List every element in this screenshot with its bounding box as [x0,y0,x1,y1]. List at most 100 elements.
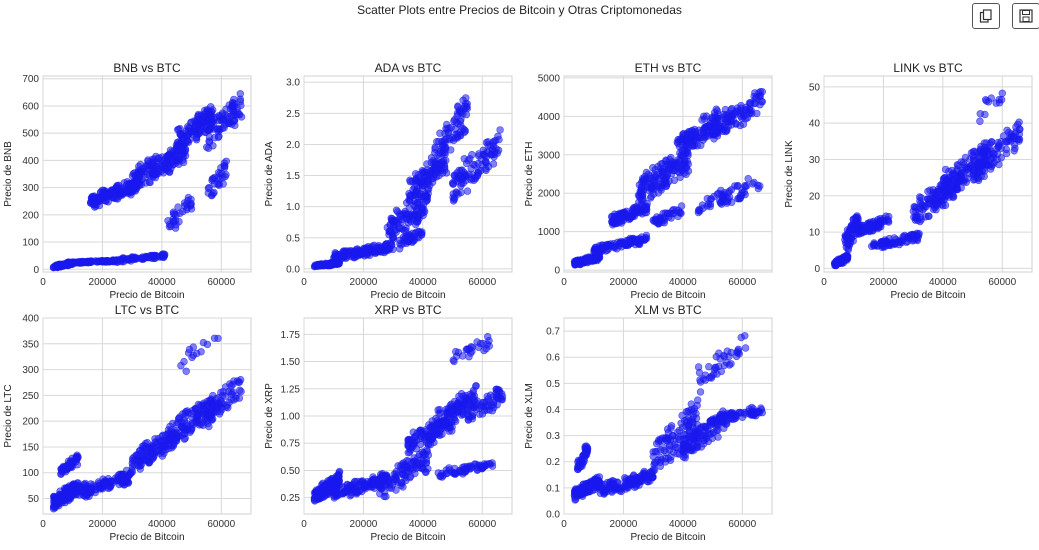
scatter-point [485,342,493,350]
copy-button[interactable] [972,3,1000,29]
scatter-point [584,486,593,494]
scatter-point [706,202,714,211]
y-tick-label: 0.5 [286,233,300,244]
scatter-point [671,443,680,451]
scatter-point [385,476,393,484]
scatter-point [165,223,174,231]
x-tick-label: 40000 [669,519,697,530]
scatter-point [682,170,690,179]
scatter-point [330,492,338,500]
scatter-point [703,194,711,203]
scatter-point [215,112,223,120]
y-tick-label: 0.5 [546,379,560,390]
scatter-point [87,257,95,265]
scatter-point [410,184,419,192]
y-tick-label: 0.0 [546,510,560,521]
scatter-point [430,174,438,182]
scatter-point [737,109,745,118]
scatter-point [380,492,388,501]
x-tick-label: 40000 [148,519,176,530]
scatter-point [656,453,665,462]
scatter-point [230,102,239,111]
scatter-point [958,166,966,175]
scatter-point [372,249,380,257]
scatter-point [915,208,924,216]
y-tick-label: 0 [814,264,820,275]
y-tick-label: 4000 [538,112,561,123]
scatter-point [672,206,680,214]
scatter-point [404,449,412,457]
scatter-point [492,136,500,145]
scatter-point [155,160,163,168]
scatter-point [475,152,483,160]
scatter-point [353,488,361,497]
scatter-point [638,206,646,215]
x-axis-label: Precio de Bitcoin [370,290,445,301]
y-tick-label: 0.25 [281,493,301,504]
scatter-point [637,196,646,204]
scatter-point [450,416,459,424]
scatter-point [880,239,889,247]
scatter-point [56,498,64,506]
scatter-point [128,468,136,476]
scatter-point [993,155,1001,164]
scatter-point [86,485,94,493]
scatter-point [149,453,157,462]
scatter-point [65,494,73,502]
scatter-point [79,258,88,267]
scatter-point [1005,128,1013,137]
scatter-point [441,129,449,138]
scatter-points [49,90,246,272]
scatter-point [888,239,897,247]
scatter-point [976,117,984,126]
y-tick-label: 100 [22,468,39,479]
y-tick-label: 1.25 [281,384,301,395]
scatter-point [678,411,686,420]
scatter-point [449,197,458,205]
scatter-panel-1: 0 20000 40000 600000100200300400500600700BN… [3,61,252,301]
scatter-point [980,143,989,152]
scatter-point [164,151,173,159]
scatter-point [679,441,688,450]
scatter-point [692,409,700,418]
scatter-point [741,181,749,190]
y-tick-label: 400 [22,314,39,325]
panel-title: BNB vs BTC [113,61,181,75]
y-tick-label: 0.0 [286,264,300,275]
y-tick-label: 500 [22,129,39,140]
scatter-point [203,107,212,115]
scatter-point [442,169,451,177]
scatter-point [318,492,326,500]
scatter-point [173,145,181,153]
scatter-point [469,160,478,169]
scatter-point [192,134,201,142]
scatter-point [412,445,420,453]
scatter-point [431,143,439,151]
scatter-point [453,134,462,142]
y-tick-label: 2.5 [286,109,300,120]
scatter-point [93,193,101,202]
x-axis-label: Precio de Bitcoin [370,532,445,543]
scatter-point [387,484,396,492]
y-tick-label: 350 [22,339,39,350]
scatter-point [177,361,185,370]
scatter-point [406,235,414,243]
scatter-point [979,165,987,173]
x-tick-label: 60000 [468,277,496,288]
scatter-point [914,231,923,239]
y-axis-label: Precio de LTC [3,384,14,447]
scatter-point [723,126,731,135]
save-button[interactable] [1012,3,1039,29]
scatter-point [438,143,446,151]
x-tick-label: 20000 [89,519,117,530]
scatter-point [482,157,490,166]
scatter-point [622,481,630,489]
y-tick-label: 1000 [538,227,561,238]
scatter-point [148,170,156,178]
scatter-point [62,485,70,493]
scatter-point [693,401,701,410]
scatter-panel-6: 0 20000 40000 600000.250.500.751.001.251.50… [264,303,513,543]
y-tick-label: 0.2 [546,457,560,468]
scatter-point [190,125,199,133]
